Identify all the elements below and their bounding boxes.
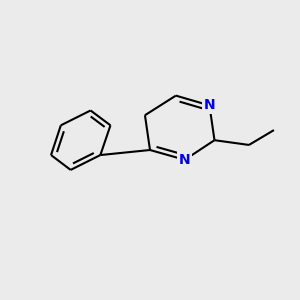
Text: N: N [204, 98, 215, 112]
Text: N: N [179, 153, 190, 167]
